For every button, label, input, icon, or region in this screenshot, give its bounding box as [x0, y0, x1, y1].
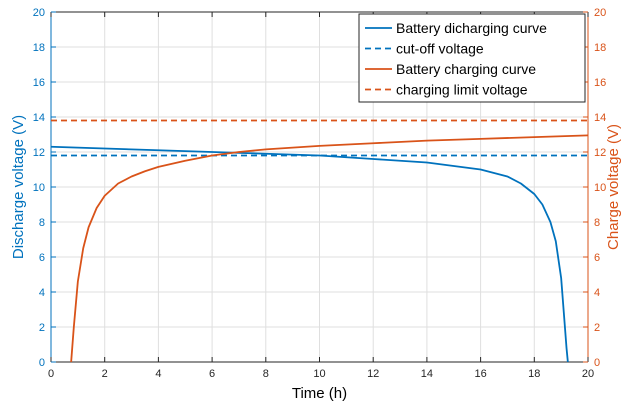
left-y-tick-label-0: 0 — [39, 357, 45, 369]
left-y-tick-label-10: 20 — [33, 7, 45, 19]
charge-curve-line — [70, 134, 589, 363]
legend-label: Battery charging curve — [396, 61, 536, 77]
x-tick-label-1: 2 — [102, 368, 108, 380]
left-y-tick-label-3: 6 — [39, 252, 45, 264]
legend-item-discharging: Battery dicharging curve — [365, 20, 547, 36]
right-y-tick-label-7: 14 — [594, 112, 606, 124]
right-y-tick-label-10: 20 — [594, 7, 606, 19]
left-y-tick-label-9: 18 — [33, 42, 45, 54]
x-tick-label-4: 8 — [263, 368, 269, 380]
right-y-tick-label-6: 12 — [594, 147, 606, 159]
legend-item-charging: Battery charging curve — [365, 61, 536, 77]
left-y-tick-label-7: 14 — [33, 112, 45, 124]
x-tick-label-0: 0 — [48, 368, 54, 380]
right-y-tick-label-9: 18 — [594, 42, 606, 54]
left-y-tick-label-8: 16 — [33, 77, 45, 89]
left-y-tick-label-5: 10 — [33, 182, 45, 194]
left-y-tick-label-1: 2 — [39, 322, 45, 334]
discharge-curve-line — [50, 145, 569, 363]
legend-item-cut-off: cut-off voltage — [365, 41, 484, 57]
right-y-tick-label-2: 4 — [594, 287, 600, 299]
x-tick-label-2: 4 — [155, 368, 161, 380]
legend-label: cut-off voltage — [396, 41, 484, 57]
x-tick-label-3: 6 — [209, 368, 215, 380]
left-y-axis-title: Discharge voltage (V) — [10, 115, 27, 259]
right-y-tick-label-8: 16 — [594, 77, 606, 89]
right-y-tick-label-5: 10 — [594, 182, 606, 194]
right-y-tick-label-1: 2 — [594, 322, 600, 334]
legend-box — [358, 13, 586, 103]
right-y-tick-label-0: 0 — [594, 357, 600, 369]
x-tick-label-8: 16 — [474, 368, 486, 380]
right-y-tick-label-4: 8 — [594, 217, 600, 229]
x-axis-title: Time (h) — [292, 385, 347, 402]
left-y-axis-ticks: 0 2 4 6 8 10 12 14 16 18 20 — [33, 7, 56, 369]
x-tick-label-10: 20 — [582, 368, 594, 380]
series-lines — [50, 119, 589, 363]
x-tick-label-5: 10 — [313, 368, 325, 380]
left-y-tick-label-2: 4 — [39, 287, 45, 299]
right-y-tick-label-3: 6 — [594, 252, 600, 264]
right-y-axis-ticks: 0 2 4 6 8 10 12 14 16 18 20 — [583, 7, 606, 369]
legend-label: Battery dicharging curve — [396, 20, 547, 36]
left-y-tick-label-6: 12 — [33, 147, 45, 159]
left-y-tick-label-4: 8 — [39, 217, 45, 229]
x-tick-label-6: 12 — [367, 368, 379, 380]
legend-label: charging limit voltage — [396, 82, 528, 98]
legend: Battery dicharging curve cut-off voltage B… — [358, 13, 586, 103]
legend-item-charging-limit: charging limit voltage — [365, 82, 528, 98]
x-tick-label-7: 14 — [421, 368, 433, 380]
right-y-axis-title: Charge voltage (V) — [605, 124, 622, 250]
x-tick-label-9: 18 — [528, 368, 540, 380]
